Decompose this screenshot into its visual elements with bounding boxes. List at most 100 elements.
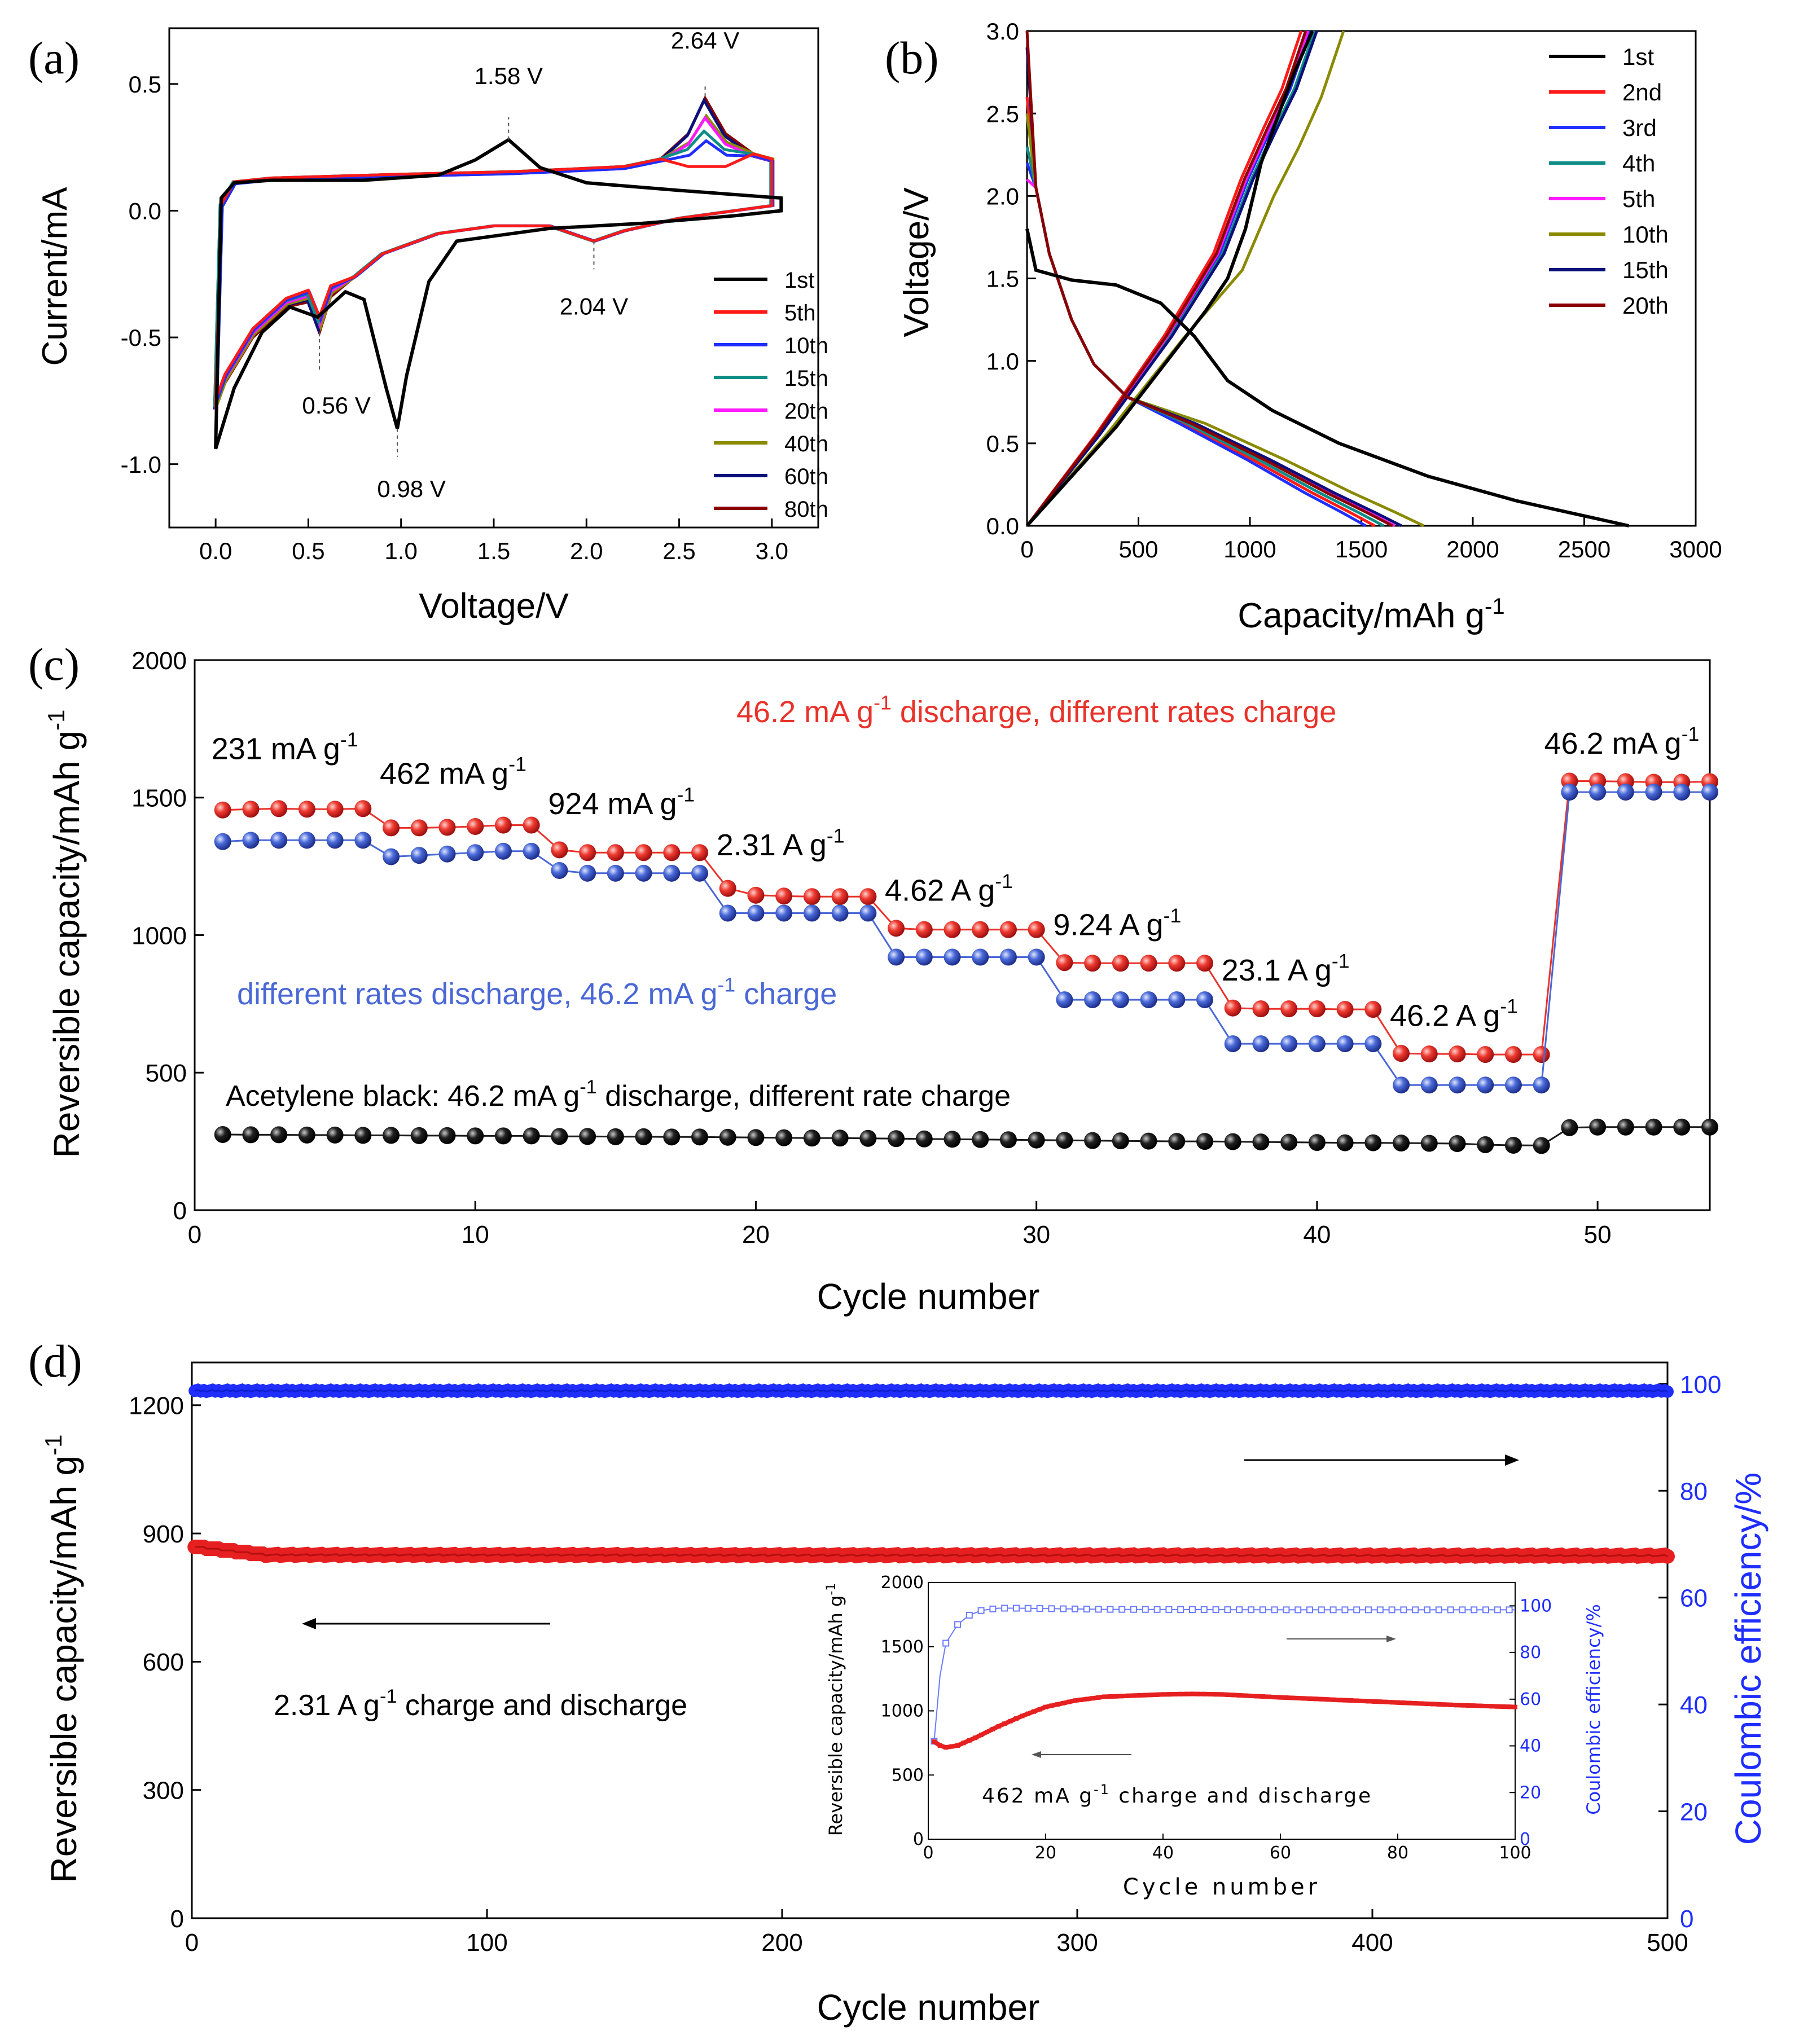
inset-capacity-point bbox=[990, 1726, 995, 1731]
inset-capacity-point bbox=[1342, 1698, 1348, 1703]
panel-c-point bbox=[270, 832, 288, 849]
panel-b-legend-label: 3rd bbox=[1622, 115, 1657, 141]
panel-d-label: (d) bbox=[28, 1335, 82, 1387]
panel-d-y2tick-label: 0 bbox=[1680, 1905, 1693, 1933]
inset-capacity-point bbox=[1090, 1696, 1095, 1701]
panel-c-point bbox=[1533, 1076, 1550, 1094]
panel-c-point bbox=[663, 1128, 681, 1146]
panel-c-point bbox=[775, 904, 793, 922]
inset-capacity-point bbox=[1049, 1703, 1054, 1708]
panel-c-point bbox=[859, 904, 877, 922]
panel-c-point bbox=[494, 816, 512, 834]
panel-b-xtick-label: 2500 bbox=[1558, 536, 1610, 562]
inset-capacity-point bbox=[1430, 1702, 1436, 1707]
panel-d-y2tick-label: 80 bbox=[1680, 1478, 1708, 1505]
panel-c-point bbox=[1112, 991, 1129, 1009]
panel-c-point bbox=[523, 842, 540, 860]
inset-capacity-point bbox=[1448, 1702, 1453, 1707]
panel-b-ytick-label: 0.0 bbox=[986, 513, 1019, 539]
inset-capacity-point bbox=[1178, 1691, 1183, 1696]
panel-c-point bbox=[803, 904, 820, 922]
panel-c-xtick-label: 10 bbox=[462, 1221, 489, 1249]
inset-capacity-point bbox=[1495, 1704, 1500, 1709]
inset-capacity-point bbox=[1484, 1703, 1488, 1708]
panel-b-legend-label: 1st bbox=[1622, 43, 1654, 70]
panel-c-point bbox=[270, 1126, 288, 1144]
panel-c-point bbox=[1224, 1035, 1241, 1053]
inset-efficiency-point bbox=[1001, 1605, 1008, 1612]
panel-c-blue-label: different rates discharge, 46.2 mA g-1 c… bbox=[237, 973, 837, 1011]
panel-c-point bbox=[298, 1126, 315, 1144]
panel-c-point bbox=[1056, 991, 1073, 1009]
panel-c-point bbox=[944, 921, 961, 938]
panel-a-legend-label: 5th bbox=[784, 301, 816, 326]
panel-c-point bbox=[1252, 1133, 1270, 1151]
inset-capacity-point bbox=[1096, 1695, 1101, 1700]
panel-c-point bbox=[1504, 1046, 1522, 1063]
panel-c-point bbox=[467, 817, 484, 835]
inset-capacity-point bbox=[1131, 1693, 1136, 1698]
inset-capacity-point bbox=[1201, 1691, 1206, 1696]
inset-capacity-point bbox=[1377, 1699, 1383, 1704]
panel-c-point bbox=[607, 844, 624, 861]
panel-d-ytick-label: 300 bbox=[143, 1777, 184, 1805]
panel-c-point bbox=[1477, 1076, 1494, 1094]
panel-c-point bbox=[1028, 948, 1045, 966]
panel-d-capacity-line bbox=[195, 1546, 1668, 1558]
inset-capacity-point bbox=[1172, 1692, 1177, 1697]
inset-efficiency-point bbox=[1447, 1606, 1454, 1614]
panel-c-point bbox=[1252, 1000, 1270, 1018]
panel-c-point bbox=[1645, 784, 1662, 801]
panel-b-xtick-label: 0 bbox=[1020, 536, 1033, 562]
inset-efficiency-point bbox=[1236, 1606, 1243, 1614]
panel-b-legend-label: 20th bbox=[1622, 292, 1669, 319]
panel-c-point bbox=[214, 801, 231, 819]
panel-a-curve-40th bbox=[215, 113, 775, 408]
inset-capacity-point bbox=[1149, 1693, 1154, 1698]
panel-d-ytick-label: 600 bbox=[143, 1649, 184, 1676]
inset-capacity-point bbox=[1489, 1704, 1494, 1709]
panel-c-point bbox=[1252, 1035, 1270, 1053]
panel-d-xtick-label: 100 bbox=[466, 1929, 507, 1957]
panel-c-point bbox=[354, 832, 372, 849]
panel-a-legend-label: 80th bbox=[784, 497, 828, 522]
panel-b-ytick-label: 2.0 bbox=[986, 183, 1019, 209]
panel-a-annotation: 2.64 V bbox=[671, 27, 739, 54]
panel-c-point bbox=[1701, 1118, 1718, 1136]
inset-efficiency-point bbox=[1341, 1606, 1349, 1614]
inset-efficiency-point bbox=[942, 1639, 950, 1647]
panel-a-xtick-label: 2.0 bbox=[570, 538, 603, 564]
inset-capacity-point bbox=[1319, 1696, 1324, 1702]
panel-c-point bbox=[354, 800, 372, 817]
inset-capacity-line bbox=[933, 1691, 1516, 1750]
panel-a-ytick-label: -0.5 bbox=[121, 324, 161, 351]
inset-efficiency-point bbox=[1283, 1606, 1290, 1614]
panel-c-point bbox=[1140, 955, 1157, 972]
panel-d-xtick-label: 500 bbox=[1647, 1929, 1688, 1957]
inset-capacity-point bbox=[1254, 1694, 1260, 1699]
panel-c-ytick-label: 1500 bbox=[131, 785, 187, 812]
inset-efficiency-point bbox=[1142, 1606, 1149, 1613]
inset-capacity-point bbox=[1278, 1695, 1283, 1700]
inset-capacity-point bbox=[1266, 1694, 1271, 1699]
inset-capacity-point bbox=[1477, 1703, 1482, 1708]
panel-d-xtick-label: 400 bbox=[1351, 1929, 1393, 1957]
panel-c-point bbox=[1617, 784, 1634, 801]
inset-capacity-point bbox=[1055, 1702, 1060, 1707]
inset-efficiency-point bbox=[1306, 1606, 1313, 1614]
panel-c-point bbox=[663, 864, 681, 882]
inset-capacity-point bbox=[1231, 1693, 1236, 1698]
panel-c-point bbox=[859, 888, 877, 905]
inset-capacity-point bbox=[1108, 1694, 1113, 1699]
inset-capacity-point bbox=[1325, 1697, 1330, 1702]
panel-c-point bbox=[1028, 1131, 1045, 1149]
panel-a-ytick-label: 0.0 bbox=[129, 198, 161, 225]
panel-a: (a) Current/mA Voltage/V 0.0 0.5 1.0 1.5 2.0… bbox=[28, 27, 828, 626]
panel-a-curve-20th bbox=[214, 115, 774, 410]
panel-d-annotation: 2.31 A g-1 charge and discharge bbox=[274, 1686, 687, 1722]
panel-c-point bbox=[719, 880, 736, 897]
panel-b-ytick-label: 2.5 bbox=[986, 100, 1019, 127]
inset-capacity-point bbox=[978, 1733, 984, 1738]
panel-c-point bbox=[1196, 1133, 1213, 1150]
panel-c-point bbox=[1280, 1000, 1298, 1018]
